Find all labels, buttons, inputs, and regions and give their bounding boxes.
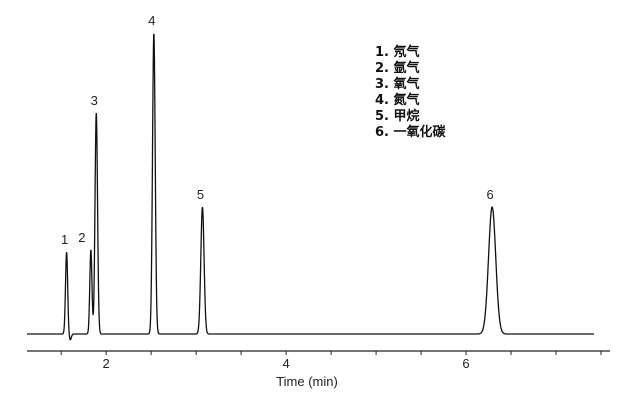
x-tick-label: 2	[103, 356, 110, 371]
peak-label-3: 3	[91, 93, 98, 108]
peak-label-2: 2	[78, 230, 85, 245]
x-tick-label: 4	[282, 356, 289, 371]
x-axis-label: Time (min)	[276, 374, 338, 389]
peak-label-5: 5	[197, 187, 204, 202]
legend-item: 5. 甲烷	[375, 108, 420, 124]
legend-item: 4. 氮气	[375, 92, 420, 108]
legend-item: 1. 氖气	[375, 44, 420, 60]
x-tick-label: 6	[462, 356, 469, 371]
peak-label-6: 6	[487, 187, 494, 202]
legend: 1. 氖气2. 氩气3. 氧气4. 氮气5. 甲烷6. 一氧化碳	[375, 44, 447, 140]
legend-item: 3. 氧气	[375, 76, 420, 92]
legend-item: 6. 一氧化碳	[375, 124, 447, 140]
peak-label-4: 4	[148, 13, 155, 28]
x-axis: 2 4 6	[27, 350, 610, 371]
peak-label-1: 1	[61, 232, 68, 247]
legend-item: 2. 氩气	[375, 60, 420, 76]
chromatogram-trace	[27, 33, 594, 341]
peak-labels: 1 2 3 4 5 6	[61, 13, 494, 247]
